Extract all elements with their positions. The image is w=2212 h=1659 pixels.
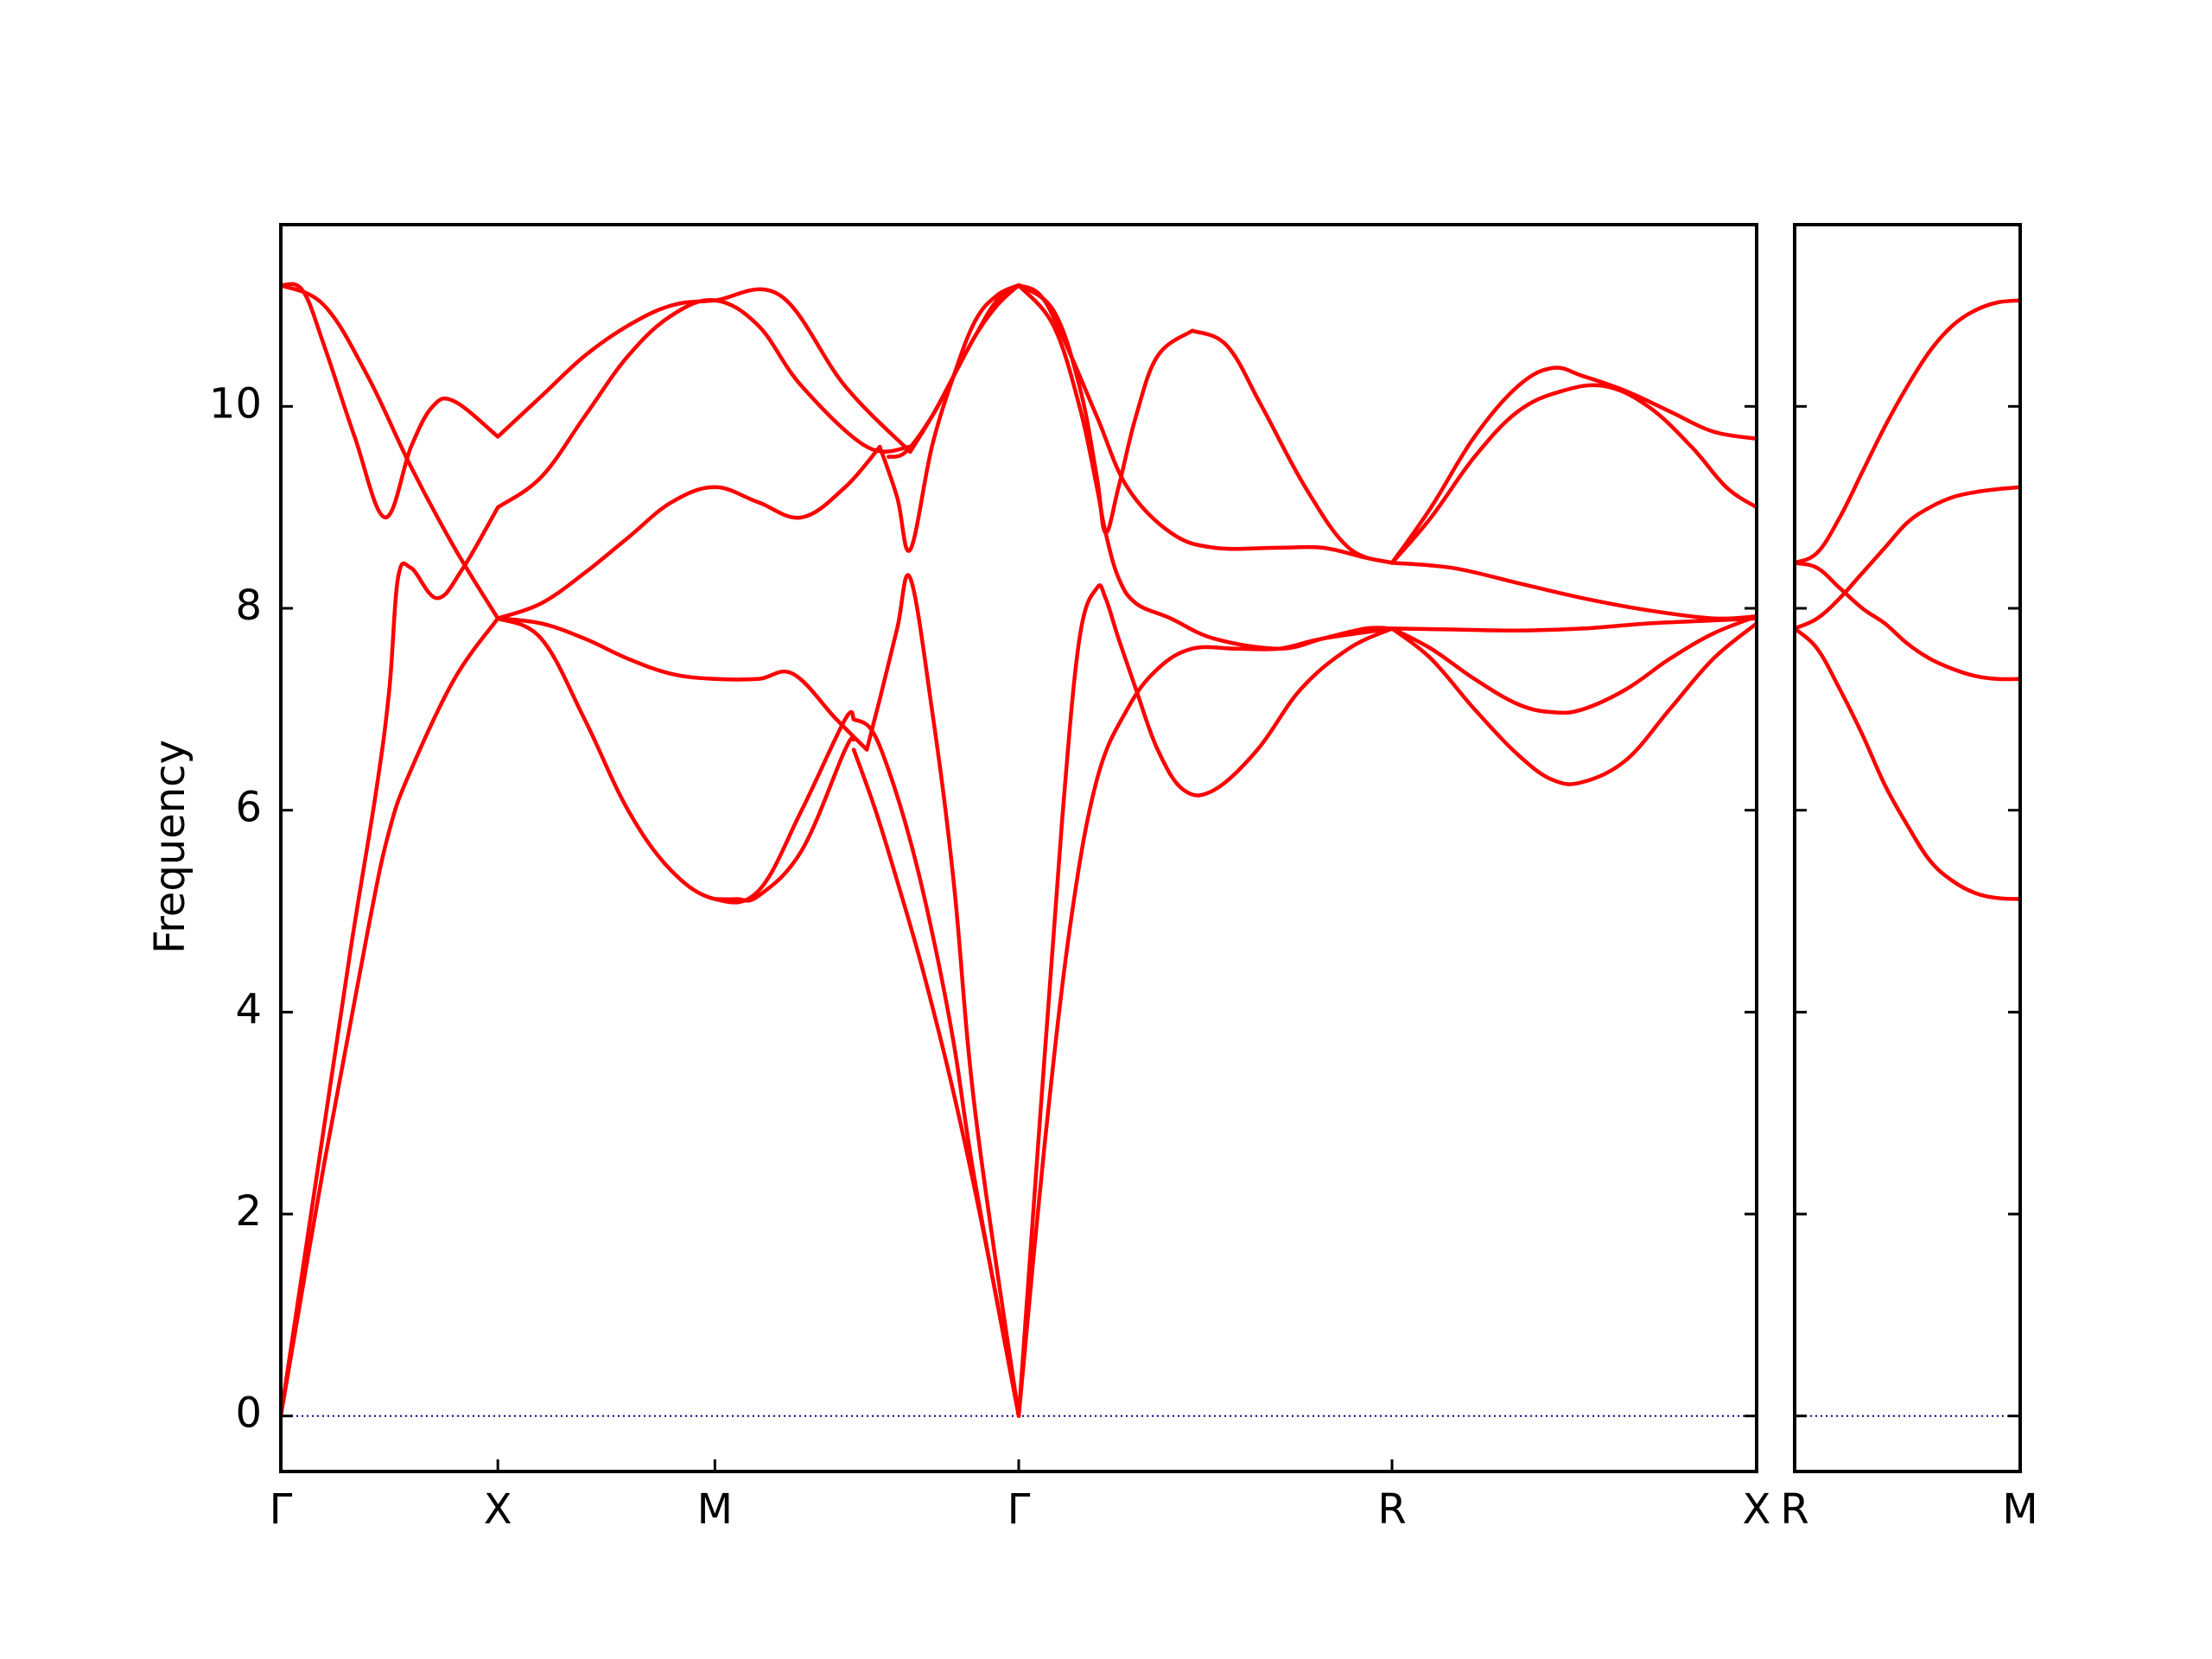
band-line-1: [281, 505, 500, 1418]
panel-1: 0 2 4 6 8 10 Γ X M Γ R X: [209, 223, 1771, 1534]
band-line-10: [713, 735, 856, 903]
x-tick-label: X: [484, 1485, 512, 1534]
series-group: [1795, 298, 2020, 901]
band-line-3: [281, 282, 500, 520]
band-line-3: [1795, 561, 2020, 682]
band-line-8: [495, 616, 869, 752]
band-line-5: [495, 287, 912, 454]
band-line-18: [1190, 328, 1395, 565]
band-line-24: [1389, 383, 1757, 565]
band-line-2: [281, 616, 500, 1418]
y-axis-label: Frequency: [146, 740, 194, 954]
band-line-13: [877, 283, 1021, 553]
y-tick-label: 0: [235, 1389, 262, 1438]
x-tick-label: Γ: [270, 1485, 293, 1534]
band-line-27: [1389, 614, 1757, 715]
y-tick-label: 4: [235, 985, 262, 1033]
band-line-14: [864, 573, 1021, 1418]
x-tick-label: M: [2002, 1485, 2037, 1534]
x-tick-label: X: [1743, 1485, 1771, 1534]
band-line-19: [1016, 283, 1395, 565]
panel-frame: [1793, 223, 2022, 1473]
band-line-1: [1795, 298, 2020, 565]
band-line-4: [281, 283, 500, 620]
band-line-7: [495, 444, 882, 620]
x-tick-label: R: [1780, 1485, 1808, 1534]
band-line-4: [1795, 626, 2020, 901]
band-line-16: [851, 747, 1021, 1418]
x-tick-label: M: [697, 1485, 733, 1534]
band-line-6: [495, 298, 912, 510]
band-line-21: [1016, 583, 1395, 1418]
band-line-22: [1016, 626, 1395, 1418]
band-line-9: [495, 616, 856, 905]
x-tick-label: Γ: [1007, 1485, 1031, 1534]
band-line-25: [1389, 561, 1757, 621]
x-tick-label: R: [1377, 1485, 1406, 1534]
series-group: [281, 282, 1757, 1418]
y-tick-label: 10: [209, 379, 262, 428]
band-line-28: [1389, 621, 1757, 786]
y-tick-label: 8: [235, 582, 262, 630]
band-line-2: [1795, 485, 2020, 631]
band-line-26: [1389, 616, 1757, 632]
y-tick-label: 2: [235, 1187, 262, 1236]
y-tick-label: 6: [235, 784, 262, 832]
band-line-23: [1389, 365, 1757, 565]
